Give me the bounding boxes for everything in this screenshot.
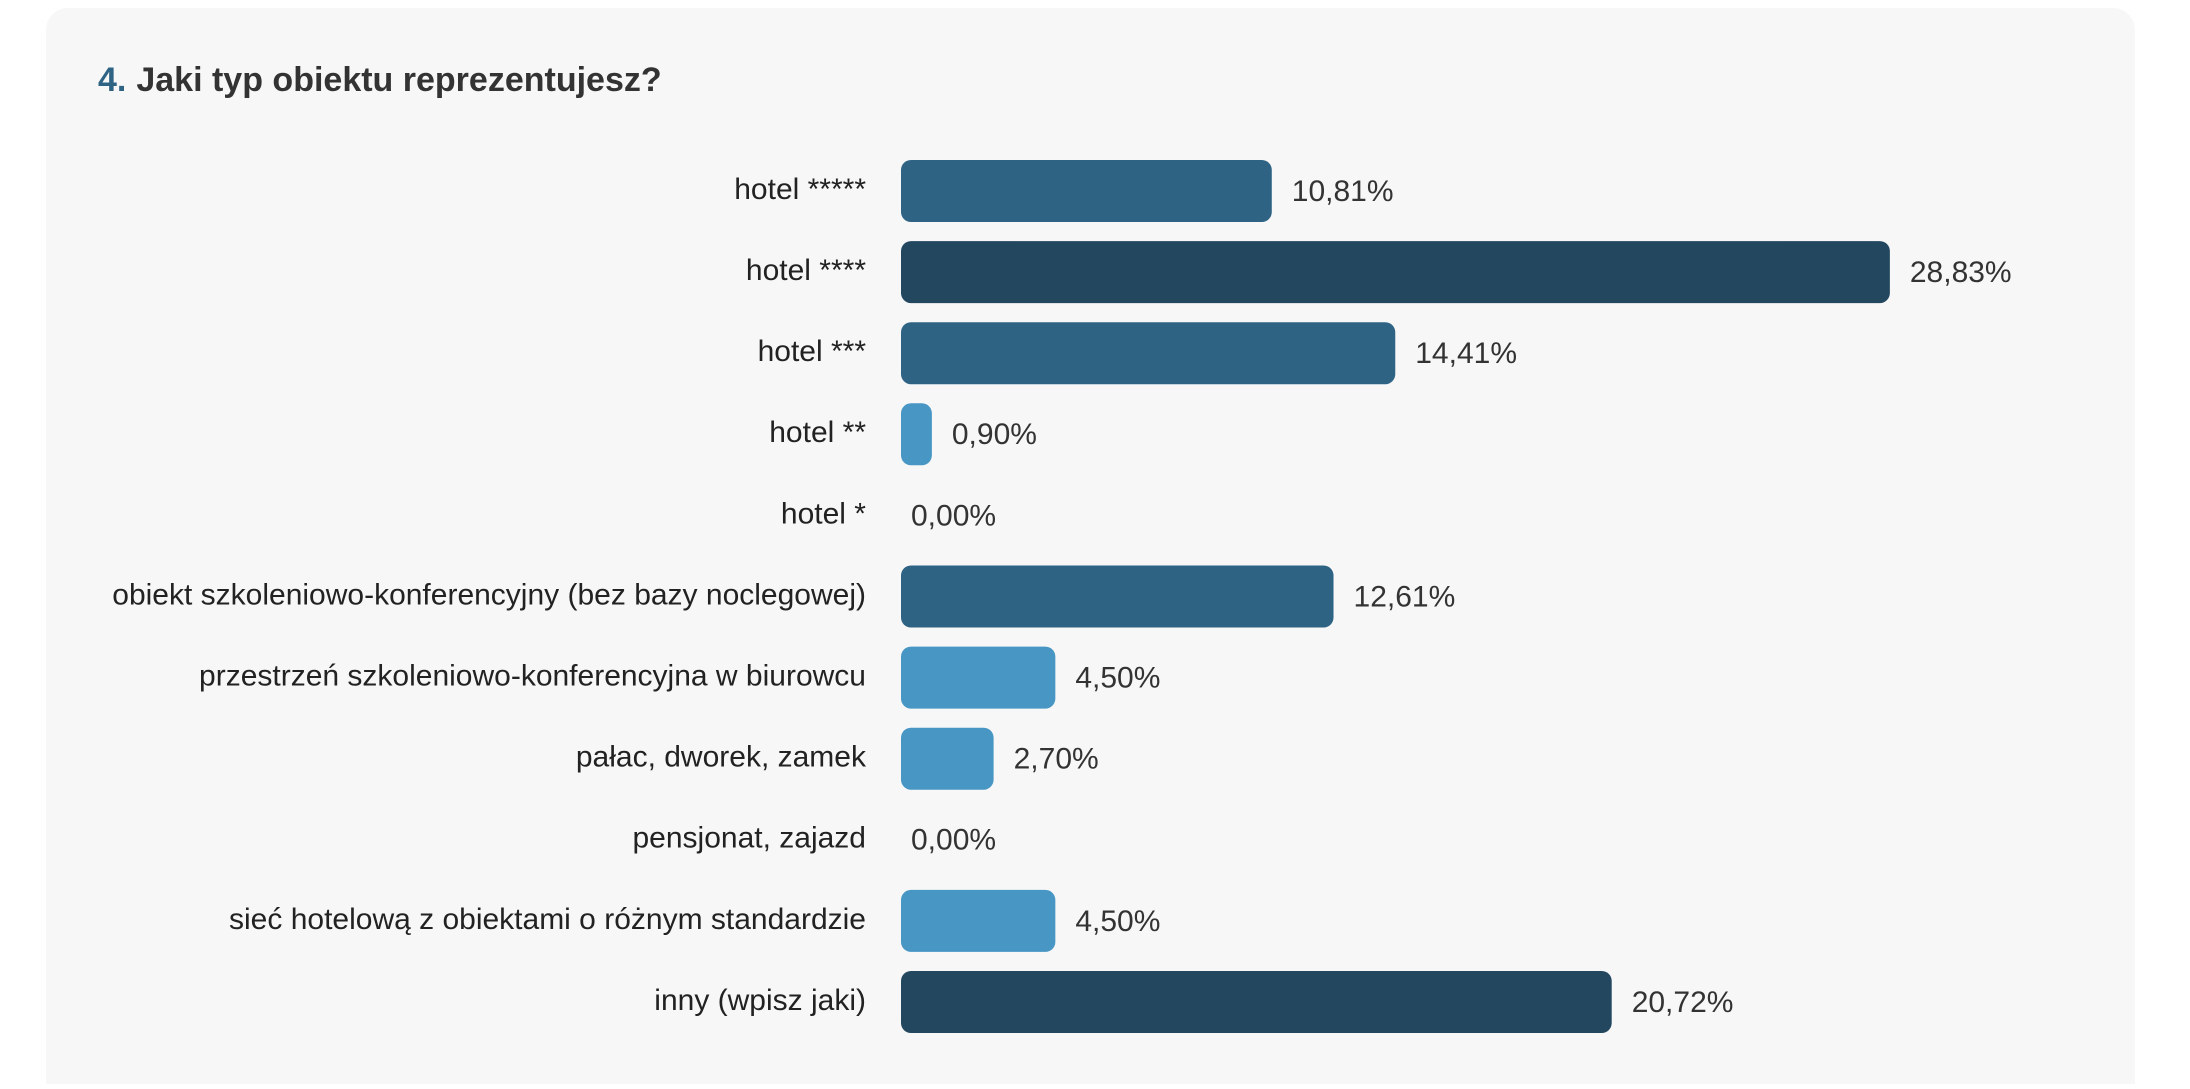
bar bbox=[901, 565, 1334, 628]
value-label: 14,41% bbox=[1415, 337, 1517, 370]
chart-title: 4. Jaki typ obiektu reprezentujesz? bbox=[98, 61, 662, 99]
category-label: obiekt szkoleniowo-konferencyjny (bez ba… bbox=[112, 578, 866, 611]
bar bbox=[901, 322, 1396, 385]
value-label: 0,00% bbox=[911, 824, 996, 857]
bar bbox=[901, 160, 1272, 222]
value-label: 0,00% bbox=[911, 499, 996, 532]
value-label: 4,50% bbox=[1075, 662, 1160, 695]
title-text: Jaki typ obiektu reprezentujesz? bbox=[136, 61, 661, 99]
value-label: 0,90% bbox=[952, 418, 1037, 451]
category-label: pensjonat, zajazd bbox=[633, 822, 867, 855]
category-label: inny (wpisz jaki) bbox=[654, 984, 866, 1017]
value-label: 28,83% bbox=[1910, 256, 2012, 289]
value-label: 12,61% bbox=[1354, 580, 1456, 613]
value-label: 10,81% bbox=[1292, 175, 1394, 208]
category-label: hotel ***** bbox=[734, 173, 866, 206]
category-label: pałac, dworek, zamek bbox=[576, 741, 867, 774]
bar bbox=[901, 646, 1056, 709]
category-label: hotel * bbox=[781, 497, 866, 530]
bar bbox=[901, 241, 1890, 304]
value-label: 2,70% bbox=[1014, 743, 1099, 776]
bar bbox=[901, 971, 1612, 1033]
category-label: hotel *** bbox=[758, 335, 867, 368]
category-label: hotel **** bbox=[746, 254, 866, 287]
bar bbox=[901, 889, 1056, 952]
bar bbox=[901, 727, 994, 790]
bar bbox=[901, 403, 932, 466]
category-label: sieć hotelową z obiektami o różnym stand… bbox=[229, 903, 866, 936]
category-label: przestrzeń szkoleniowo-konferencyjna w b… bbox=[199, 660, 866, 693]
value-label: 4,50% bbox=[1075, 905, 1160, 938]
title-number: 4. bbox=[98, 61, 126, 99]
value-label: 20,72% bbox=[1632, 986, 1734, 1019]
category-label: hotel ** bbox=[769, 416, 866, 449]
